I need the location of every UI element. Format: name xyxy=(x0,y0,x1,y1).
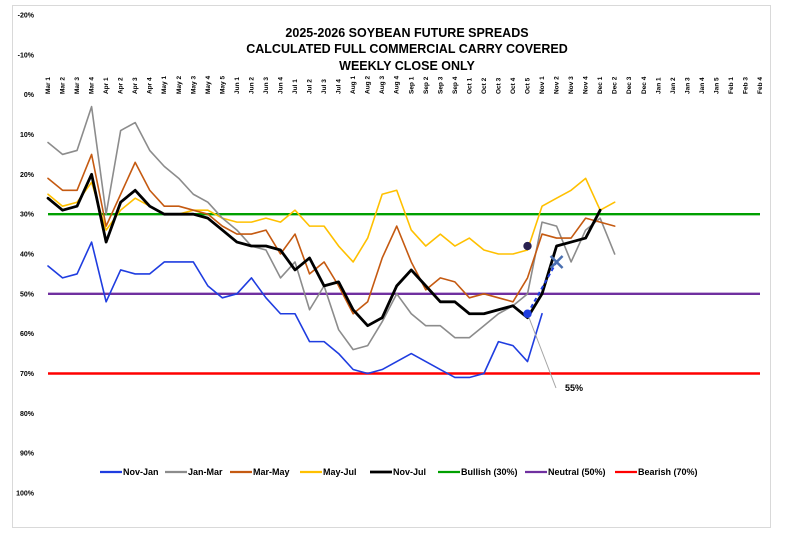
x-tick-label: Apr 2 xyxy=(118,77,125,94)
annotation-leader-line xyxy=(527,313,557,389)
y-tick-label: -20% xyxy=(18,13,35,20)
marker-x xyxy=(549,255,564,269)
y-tick-label: 90% xyxy=(20,451,35,458)
y-tick-label: 100% xyxy=(16,491,35,498)
legend: Nov-Jan Jan-Mar Mar-May May-Jul Nov-Jul Bulli… xyxy=(100,467,698,477)
x-tick-label: Feb 4 xyxy=(757,77,764,94)
x-tick-label: Sep 3 xyxy=(437,76,444,94)
y-tick-label: 0% xyxy=(24,92,35,99)
y-tick-label: 40% xyxy=(20,252,35,259)
legend-label-bullish-30: Bullish (30%) xyxy=(461,467,518,477)
x-tick-label: Nov 2 xyxy=(554,76,561,94)
x-tick-label: Feb 1 xyxy=(728,77,735,94)
chart-border xyxy=(12,5,771,528)
y-tick-label: 30% xyxy=(20,212,35,219)
x-tick-label: Dec 1 xyxy=(597,76,604,94)
x-tick-label: Aug 3 xyxy=(379,76,386,94)
legend-label-may-jul: May-Jul xyxy=(323,467,357,477)
chart-title-line-1: 2025-2026 SOYBEAN FUTURE SPREADS xyxy=(285,26,528,40)
y-tick-label: 70% xyxy=(20,371,35,378)
series-line-nov-jan xyxy=(47,241,543,379)
series-line-mar-may xyxy=(47,153,616,315)
legend-label-mar-may: Mar-May xyxy=(253,467,290,477)
series-layer xyxy=(46,105,760,379)
y-tick-label: 10% xyxy=(20,132,35,139)
x-tick-label: Mar 4 xyxy=(89,77,96,94)
x-tick-label: Dec 4 xyxy=(641,76,648,94)
x-tick-label: Oct 3 xyxy=(495,77,502,94)
x-tick-label: Jun 4 xyxy=(277,77,284,94)
x-tick-label: Nov 1 xyxy=(539,76,546,94)
chart-title: 2025-2026 SOYBEAN FUTURE SPREADS CALCULA… xyxy=(246,26,568,73)
y-tick-label: 50% xyxy=(20,291,35,298)
x-tick-label: Dec 3 xyxy=(626,76,633,94)
chart-title-line-2: CALCULATED FULL COMMERCIAL CARRY COVERED xyxy=(246,42,568,56)
x-tick-label: Jun 2 xyxy=(248,77,255,94)
y-tick-label: 80% xyxy=(20,411,35,418)
marker-layer: 55% xyxy=(523,241,583,393)
marker-circle xyxy=(523,241,532,251)
x-tick-label: Jan 4 xyxy=(699,77,706,94)
projection-dashed-line xyxy=(526,261,558,315)
x-tick-label: Aug 4 xyxy=(394,76,401,94)
x-tick-label: May 4 xyxy=(205,76,212,94)
legend-label-nov-jul: Nov-Jul xyxy=(393,467,426,477)
x-tick-label: Jul 2 xyxy=(307,79,314,94)
legend-label-bearish-70: Bearish (70%) xyxy=(638,467,698,477)
x-tick-label: Jan 3 xyxy=(684,77,691,94)
annotation-label: 55% xyxy=(565,383,583,393)
x-tick-label: Jun 3 xyxy=(263,77,270,94)
x-tick-label: Apr 3 xyxy=(132,77,139,94)
marker-x-stroke xyxy=(549,255,564,269)
marker-circle xyxy=(523,309,532,318)
x-tick-label: Aug 1 xyxy=(350,76,357,94)
x-tick-label: May 3 xyxy=(190,76,197,94)
x-tick-label: Sep 4 xyxy=(452,76,459,94)
x-tick-label: May 2 xyxy=(176,76,183,94)
y-axis: -20% -10% 0% 10% 20% 30% 40% 50% 60% 70% 80% 90% 100… xyxy=(16,13,35,498)
x-tick-label: Oct 5 xyxy=(525,77,532,94)
y-tick-label: 60% xyxy=(20,331,35,338)
x-tick-label: Nov 3 xyxy=(568,76,575,94)
x-tick-label: Jul 4 xyxy=(336,79,343,94)
series-line-jan-mar xyxy=(47,105,616,351)
legend-label-neutral-50: Neutral (50%) xyxy=(548,467,606,477)
y-tick-label: 20% xyxy=(20,172,35,179)
x-tick-label: Jul 3 xyxy=(321,79,328,94)
x-tick-label: Nov 4 xyxy=(583,76,590,94)
x-tick-label: Sep 1 xyxy=(408,76,415,94)
y-tick-label: -10% xyxy=(18,52,35,59)
x-tick-label: Jul 1 xyxy=(292,79,299,94)
x-tick-label: Dec 2 xyxy=(612,76,619,94)
x-tick-label: Aug 2 xyxy=(365,76,372,94)
x-tick-label: Jun 1 xyxy=(234,77,241,94)
chart-title-line-3: WEEKLY CLOSE ONLY xyxy=(339,59,475,73)
x-tick-label: Feb 3 xyxy=(742,77,749,94)
x-tick-label: Jan 1 xyxy=(655,77,662,94)
x-tick-label: Apr 1 xyxy=(103,77,110,94)
x-tick-label: Mar 1 xyxy=(45,77,52,94)
x-tick-label: Oct 4 xyxy=(510,77,517,94)
legend-label-nov-jan: Nov-Jan xyxy=(123,467,159,477)
x-tick-label: Apr 4 xyxy=(147,77,154,94)
x-tick-label: Mar 3 xyxy=(74,77,81,94)
x-tick-label: Oct 2 xyxy=(481,77,488,94)
series-line-nov-jul xyxy=(46,172,602,328)
x-tick-label: Jan 2 xyxy=(670,77,677,94)
x-tick-label: Sep 2 xyxy=(423,76,430,94)
x-axis: Mar 1 Mar 2 Mar 3 Mar 4 Apr 1 Apr 2 Apr 3 Apr 4… xyxy=(45,76,764,94)
x-tick-label: May 1 xyxy=(161,76,168,94)
series-line-may-jul xyxy=(47,177,616,263)
x-tick-label: Oct 1 xyxy=(466,77,473,94)
x-tick-label: Mar 2 xyxy=(60,77,67,94)
legend-label-jan-mar: Jan-Mar xyxy=(188,467,223,477)
x-tick-label: May 5 xyxy=(219,76,226,94)
x-tick-label: Jan 5 xyxy=(713,77,720,94)
